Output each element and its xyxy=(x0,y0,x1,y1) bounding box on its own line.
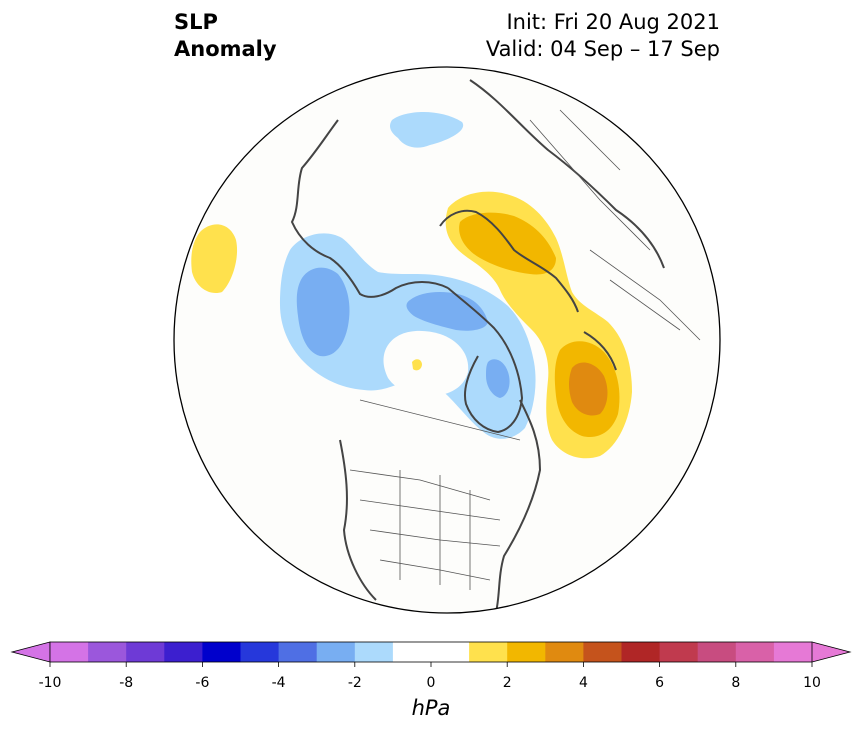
colorbar-ticks: -10 -8 -6 -4 -2 0 2 4 6 8 10 xyxy=(39,662,821,691)
colorbar-tick-label: 6 xyxy=(655,675,664,691)
colorbar-cell xyxy=(545,642,584,662)
anomaly-scandinavia-core xyxy=(459,212,556,275)
colorbar-cell xyxy=(583,642,622,662)
map-disk xyxy=(174,67,720,613)
colorbar-cell xyxy=(50,642,89,662)
colorbar-tick-label: -4 xyxy=(272,675,286,691)
anomaly-siberia-neg xyxy=(390,112,464,148)
colorbar-cell xyxy=(507,642,546,662)
colorbar: -10 -8 -6 -4 -2 0 2 4 6 8 10 hPa xyxy=(10,641,852,720)
colorbar-tick-label: 8 xyxy=(731,675,740,691)
colorbar-cell xyxy=(431,642,470,662)
colorbar-cell xyxy=(126,642,165,662)
coastlines xyxy=(290,79,665,613)
colorbar-cell xyxy=(164,642,203,662)
colorbar-tick-label: 0 xyxy=(427,675,436,691)
colorbar-cell xyxy=(240,642,280,662)
colorbar-tick-label: -8 xyxy=(119,675,133,691)
colorbar-extend-max xyxy=(811,641,852,663)
colorbar-cell xyxy=(773,642,813,662)
anomaly-alaska-core xyxy=(296,267,350,357)
anomaly-canada-core xyxy=(406,292,488,331)
anomaly-contours xyxy=(191,112,632,459)
map-boundary xyxy=(173,66,721,614)
colorbar-cell xyxy=(659,642,699,662)
anomaly-polar-pos-spot xyxy=(412,359,422,371)
anomaly-polar-neutral xyxy=(383,330,469,396)
anomaly-pacific-pos xyxy=(191,224,238,294)
colorbar-cell xyxy=(735,642,775,662)
colorbar-tick-label: -10 xyxy=(39,675,62,691)
colorbar-tick-label: 2 xyxy=(503,675,512,691)
colorbar-tick-label: -2 xyxy=(348,675,362,691)
colorbar-tick-label: -6 xyxy=(195,675,209,691)
colorbar-unit: hPa xyxy=(412,696,451,720)
colorbar-tick-label: 10 xyxy=(803,675,821,691)
map-title: SLP Anomaly xyxy=(174,9,277,63)
colorbar-tick-label: 4 xyxy=(579,675,588,691)
colorbar-cell xyxy=(278,642,318,662)
colorbar-extend-min xyxy=(10,641,51,663)
colorbar-cell xyxy=(354,642,394,662)
title-variable-line2: Anomaly xyxy=(174,37,277,61)
colorbar-cell xyxy=(469,642,508,662)
colorbar-cell xyxy=(621,642,661,662)
colorbar-cell xyxy=(202,642,241,662)
colorbar-cells xyxy=(50,642,813,662)
colorbar-cell xyxy=(697,642,737,662)
colorbar-cell xyxy=(392,642,432,662)
anomaly-atlantic-core xyxy=(569,362,608,416)
colorbar-cell xyxy=(316,642,356,662)
colorbar-cell xyxy=(88,642,127,662)
valid-range: Valid: 04 Sep – 17 Sep xyxy=(485,37,720,61)
init-date: Init: Fri 20 Aug 2021 xyxy=(506,10,720,34)
borders xyxy=(349,109,701,590)
anomaly-greenland-core xyxy=(486,359,510,398)
title-variable-line1: SLP xyxy=(174,10,218,34)
map-dates: Init: Fri 20 Aug 2021 Valid: 04 Sep – 17… xyxy=(486,9,720,63)
